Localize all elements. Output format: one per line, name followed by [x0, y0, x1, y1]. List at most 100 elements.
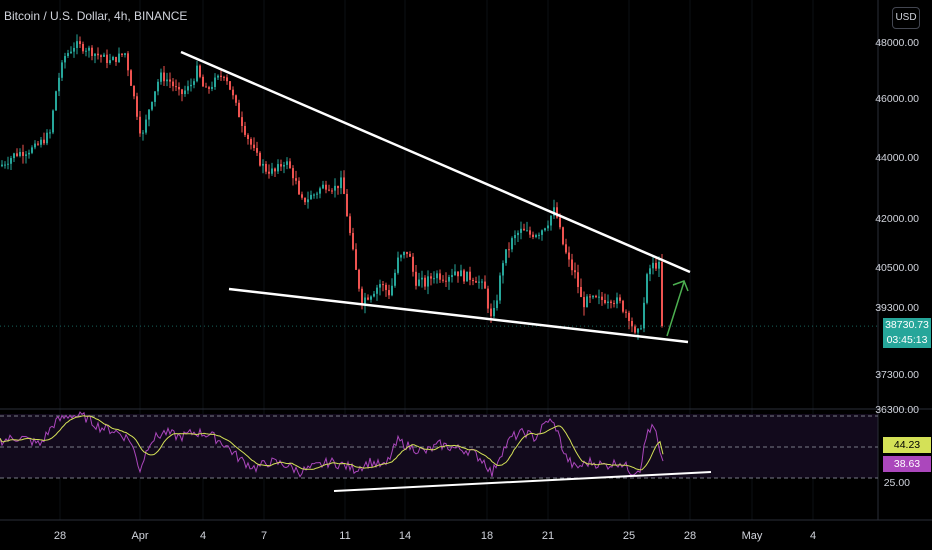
candle-body-91	[274, 168, 276, 172]
candle-body-155	[466, 271, 468, 282]
candle-body-17	[52, 110, 54, 133]
candle-body-203	[610, 301, 612, 303]
candle-body-64	[193, 81, 195, 85]
candle-body-1	[4, 164, 6, 166]
candle-body-87	[262, 163, 264, 166]
candle-body-216	[649, 268, 651, 275]
candle-body-29	[88, 47, 90, 51]
candle-body-74	[223, 76, 225, 78]
candle-body-82	[247, 134, 249, 139]
candle-body-145	[436, 273, 438, 279]
candle-body-66	[199, 65, 201, 77]
candle-body-208	[625, 311, 627, 313]
candle-body-198	[595, 295, 597, 298]
candle-body-36	[109, 60, 111, 64]
candle-body-11	[34, 143, 36, 148]
time-tick-label-8: 25	[623, 530, 635, 542]
candle-body-146	[439, 273, 441, 280]
candle-body-43	[130, 70, 132, 86]
time-tick-label-5: 14	[399, 530, 411, 542]
candle-body-26	[79, 41, 81, 44]
candle-body-21	[64, 56, 66, 63]
candle-body-173	[520, 228, 522, 233]
candle-body-4	[13, 153, 15, 159]
candle-body-193	[580, 286, 582, 298]
candle-body-24	[73, 47, 75, 52]
price-tick-label-3: 42000.00	[875, 213, 919, 225]
candle-body-62	[187, 86, 189, 91]
rsi-ma-line	[0, 415, 664, 471]
candle-body-204	[613, 302, 615, 304]
candle-body-69	[208, 87, 210, 89]
candle-body-79	[238, 102, 240, 118]
candle-body-174	[523, 228, 525, 231]
candle-body-18	[55, 91, 57, 111]
rsi-support-trendline	[333, 471, 712, 492]
candle-body-153	[460, 270, 462, 277]
candle-body-112	[337, 185, 339, 189]
price-tick-label-6: 37300.00	[875, 369, 919, 381]
candle-body-86	[259, 152, 261, 166]
candle-body-15	[46, 132, 48, 144]
candle-body-108	[325, 184, 327, 190]
candle-body-110	[331, 190, 333, 192]
candle-body-154	[463, 270, 465, 282]
candle-body-218	[655, 262, 657, 269]
price-axis: 48000.00 46000.00 44000.00 42000.00 40500.00…	[875, 37, 919, 416]
candle-body-194	[583, 297, 585, 308]
candle-body-132	[397, 257, 399, 273]
candle-body-98	[295, 178, 297, 181]
candle-body-168	[505, 249, 507, 264]
candle-body-46	[139, 116, 141, 134]
candle-body-136	[409, 253, 411, 257]
candle-body-128	[385, 284, 387, 291]
candle-body-210	[631, 321, 633, 327]
candle-body-134	[403, 251, 405, 256]
candle-body-151	[454, 271, 456, 276]
candle-body-97	[292, 168, 294, 179]
candle-body-3	[10, 158, 12, 164]
time-tick-label-9: 28	[684, 530, 696, 542]
candle-body-209	[628, 312, 630, 322]
candle-body-217	[652, 262, 654, 269]
candle-body-114	[343, 177, 345, 194]
candle-body-53	[160, 72, 162, 82]
candle-body-214	[643, 302, 645, 329]
candle-body-124	[373, 293, 375, 297]
candle-body-144	[433, 278, 435, 280]
arrow-shaft	[666, 281, 685, 337]
candle-body-33	[100, 55, 102, 57]
candle-body-125	[376, 287, 378, 294]
candle-body-23	[70, 51, 72, 54]
candle-body-51	[154, 91, 156, 102]
candle-body-57	[172, 81, 174, 87]
time-tick-label-3: 7	[261, 530, 267, 542]
currency-button[interactable]: USD	[892, 7, 920, 29]
candle-body-162	[487, 288, 489, 309]
drawings[interactable]	[180, 50, 712, 492]
candle-body-140	[421, 277, 423, 280]
candle-body-63	[190, 84, 192, 87]
candle-body-139	[418, 279, 420, 286]
candle-body-142	[427, 276, 429, 287]
candle-body-2	[7, 163, 9, 165]
candle-body-148	[445, 280, 447, 282]
candle-body-200	[601, 296, 603, 300]
time-tick-label-2: 4	[200, 530, 206, 542]
candle-body-205	[616, 297, 618, 304]
candle-body-77	[232, 89, 234, 96]
candle-body-68	[205, 86, 207, 88]
candle-body-120	[361, 288, 363, 306]
candle-body-10	[31, 147, 33, 153]
candle-body-220	[661, 261, 663, 327]
candle-body-95	[286, 161, 288, 165]
candle-body-113	[340, 177, 342, 189]
candle-body-25	[76, 41, 78, 48]
candle-body-27	[82, 43, 84, 52]
candle-body-158	[475, 281, 477, 283]
candle-body-190	[571, 259, 573, 271]
candle-body-178	[535, 235, 537, 238]
candle-body-197	[592, 295, 594, 298]
candle-body-186	[559, 217, 561, 228]
